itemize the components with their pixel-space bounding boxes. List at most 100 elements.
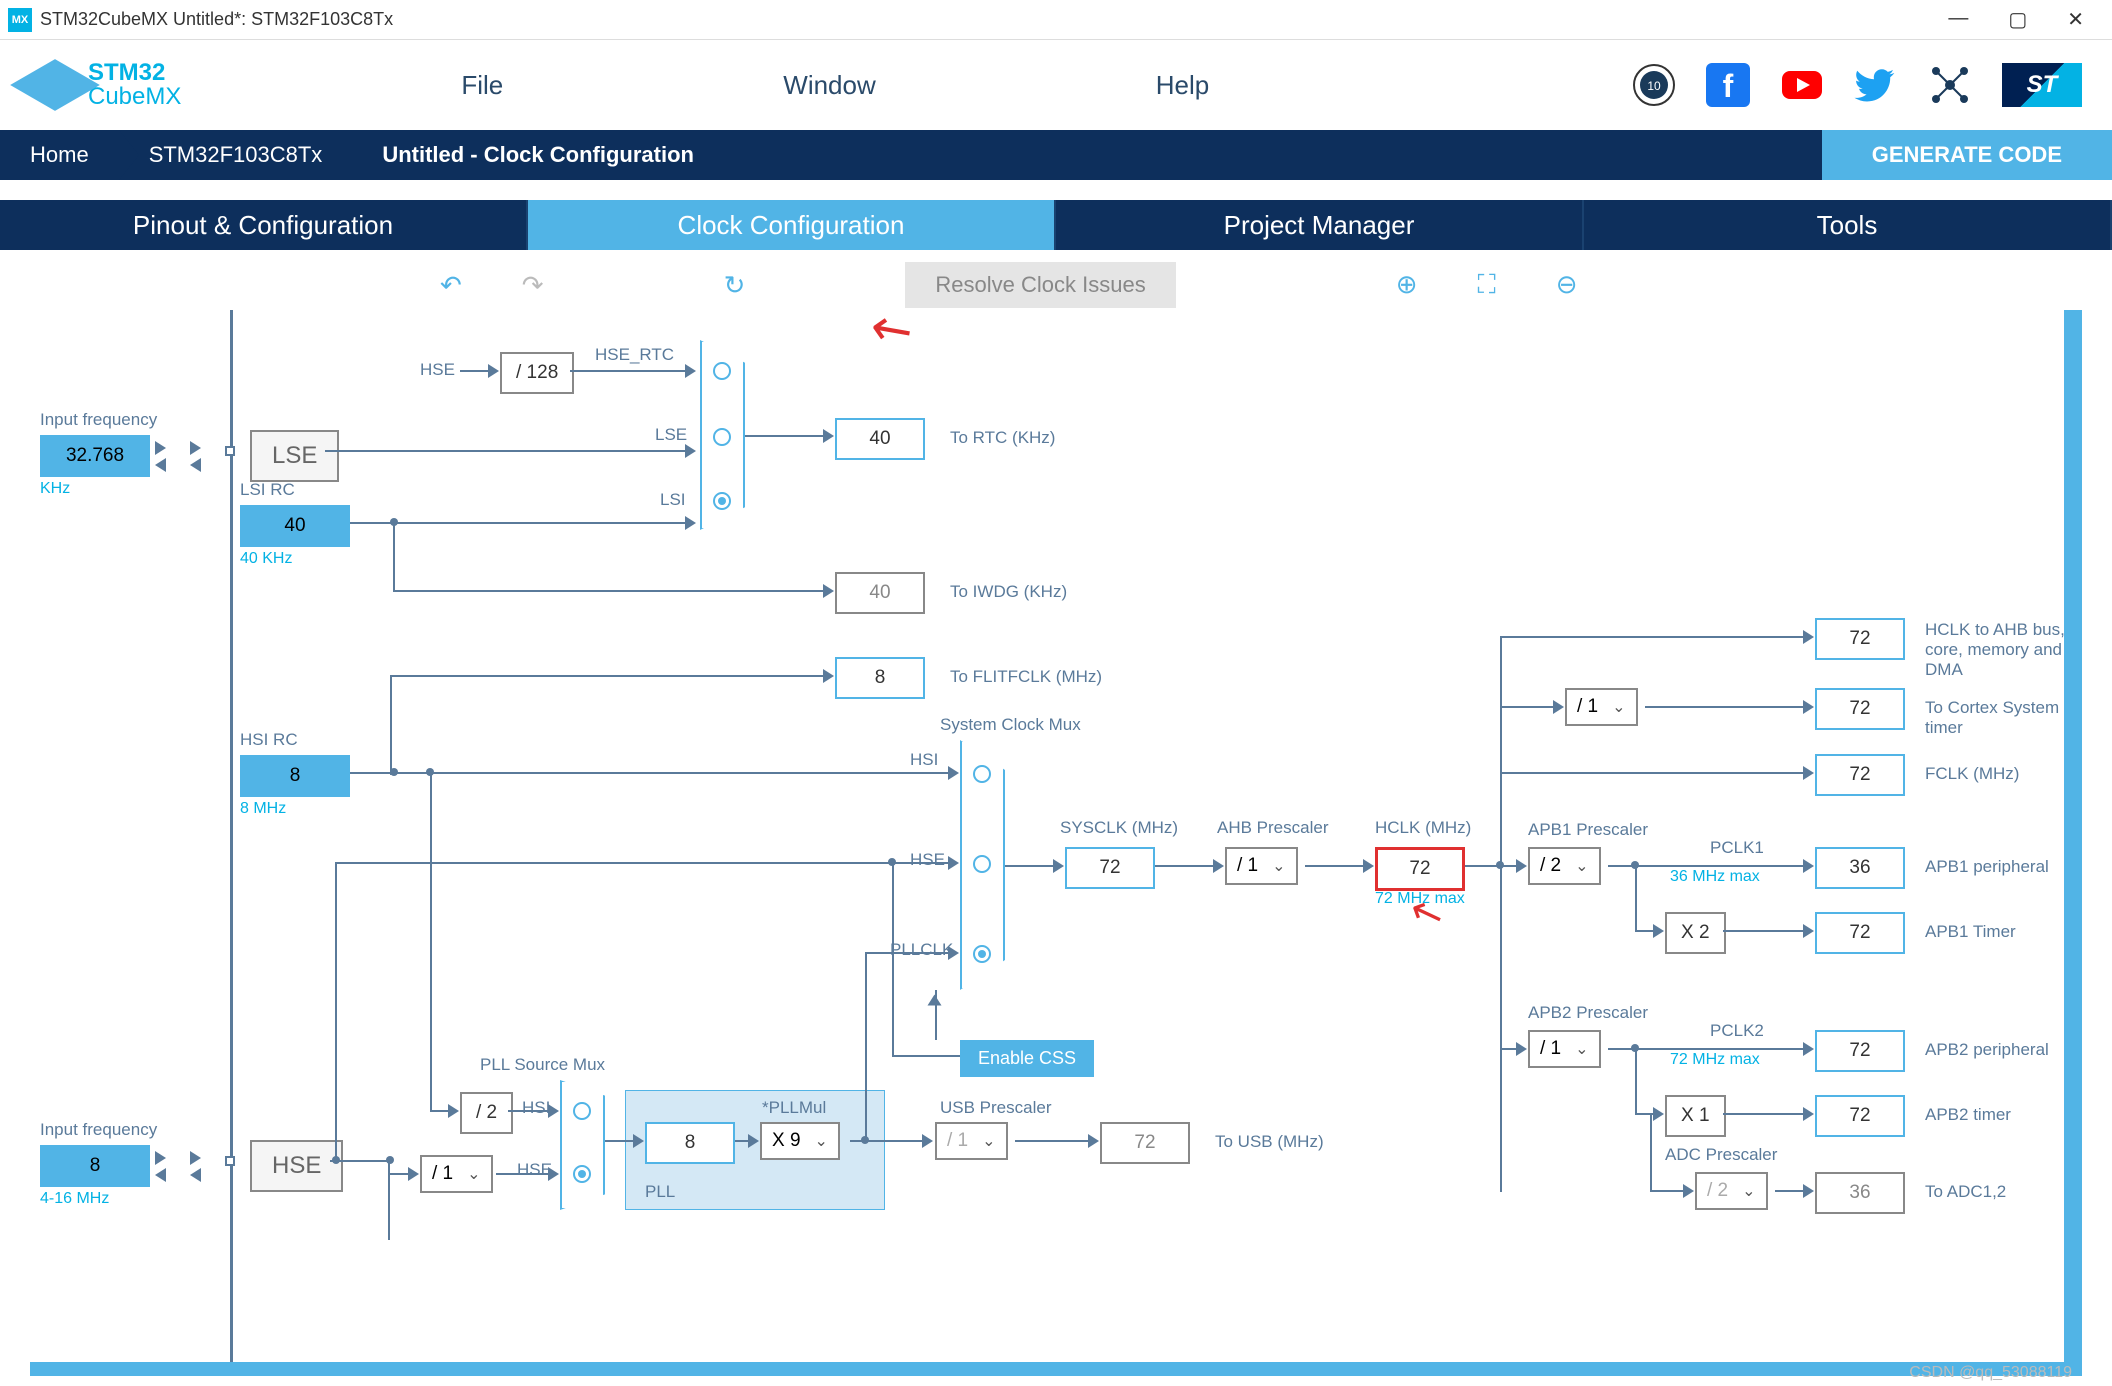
pllmul-val-box: 8 (645, 1122, 735, 1164)
arrow-icon (155, 441, 166, 455)
tab-clock[interactable]: Clock Configuration (528, 200, 1056, 250)
bc-page[interactable]: Untitled - Clock Configuration (352, 130, 724, 180)
pllmux-hsi-radio[interactable] (573, 1102, 591, 1120)
wire (865, 952, 950, 954)
arrow-icon (1803, 630, 1814, 644)
ahb-div-select[interactable]: / 1 (1225, 847, 1298, 885)
watermark: CSDN @qq_53088119 (1909, 1364, 2072, 1382)
tab-pinout[interactable]: Pinout & Configuration (0, 200, 528, 250)
bc-home[interactable]: Home (0, 130, 119, 180)
twitter-icon[interactable] (1854, 63, 1898, 107)
youtube-icon[interactable] (1780, 63, 1824, 107)
facebook-icon[interactable]: f (1706, 63, 1750, 107)
node (225, 446, 235, 456)
fullscreen-icon[interactable]: ⛶ (1478, 269, 1496, 301)
undo-icon[interactable]: ↶ (440, 270, 462, 301)
hclk-ahb-val: 72 (1815, 618, 1905, 660)
menu-file[interactable]: File (461, 70, 503, 101)
maximize-button[interactable]: ▢ (2008, 7, 2027, 32)
zoom-out-icon[interactable]: ⊖ (1556, 269, 1578, 301)
refresh-icon[interactable]: ↻ (724, 270, 746, 301)
cortex-div-select[interactable]: / 1 (1565, 688, 1638, 726)
rtc-mux-hse-radio[interactable] (713, 362, 731, 380)
menu-help[interactable]: Help (1156, 70, 1209, 101)
badge-icon[interactable]: 10 (1632, 63, 1676, 107)
arrow-icon (1803, 924, 1814, 938)
wire (1635, 1048, 1637, 1113)
bc-chip[interactable]: STM32F103C8Tx (119, 130, 353, 180)
apb2-label: APB2 Prescaler (1528, 1003, 1648, 1023)
pclk2-max: 72 MHz max (1670, 1051, 1760, 1069)
pllmux-hse-label: HSE (517, 1160, 552, 1180)
arrow-icon (448, 1104, 459, 1118)
cortex-label: To Cortex System timer (1925, 698, 2082, 738)
adc-val: 36 (1815, 1172, 1905, 1214)
logo-text2: CubeMX (88, 85, 181, 109)
rtc-mux-lse-radio[interactable] (713, 428, 731, 446)
network-icon[interactable] (1928, 63, 1972, 107)
close-button[interactable]: ✕ (2067, 7, 2084, 32)
redo-icon[interactable]: ↷ (522, 270, 544, 301)
apb1-div-select[interactable]: / 2 (1528, 847, 1601, 885)
arrow-icon (190, 1168, 201, 1182)
apb1-label: APB1 Prescaler (1528, 820, 1648, 840)
wire (1500, 772, 1805, 774)
apb2-x1-box: X 1 (1665, 1095, 1726, 1137)
apb1-tim-label: APB1 Timer (1925, 922, 2016, 942)
pllmux-hse-radio[interactable] (573, 1165, 591, 1183)
wire (1645, 706, 1805, 708)
sysclk-val-box[interactable]: 72 (1065, 847, 1155, 889)
logo: STM32 CubeMX (30, 60, 181, 110)
hse-box[interactable]: HSE (250, 1140, 343, 1192)
arrow-icon (948, 856, 959, 870)
generate-code-button[interactable]: GENERATE CODE (1822, 130, 2112, 180)
st-logo[interactable]: ST (2002, 63, 2082, 107)
wire (390, 675, 392, 775)
rtc-mux-lsi-radio[interactable] (713, 492, 731, 510)
hse-div-select[interactable]: / 1 (420, 1155, 493, 1193)
arrow-icon (748, 1134, 759, 1148)
pclk2-out-label: APB2 peripheral (1925, 1040, 2049, 1060)
arrow-icon (190, 441, 201, 455)
mux-lse-label: LSE (655, 425, 687, 445)
sysmux-hse-radio[interactable] (973, 855, 991, 873)
zoom-in-icon[interactable]: ⊕ (1396, 269, 1418, 301)
adc-div-select[interactable]: / 2 (1695, 1172, 1768, 1210)
hse-unit: 4-16 MHz (40, 1190, 109, 1208)
minimize-button[interactable]: — (1948, 7, 1968, 32)
rtc-val-box[interactable]: 40 (835, 418, 925, 460)
hsi-label: HSI RC (240, 730, 298, 750)
wire (865, 952, 867, 1142)
scrollbar[interactable] (2064, 310, 2082, 1366)
wire (1015, 1140, 1090, 1142)
flitf-val-box: 8 (835, 657, 925, 699)
pll-src-mux[interactable] (560, 1080, 605, 1210)
wire (1635, 865, 1637, 930)
enable-css-button[interactable]: Enable CSS (960, 1040, 1094, 1077)
arrow-icon (190, 458, 201, 472)
sysmux-hsi-label: HSI (910, 750, 938, 770)
usb-div-select[interactable]: / 1 (935, 1122, 1008, 1160)
sysmux-hsi-radio[interactable] (973, 765, 991, 783)
breadcrumb: Home STM32F103C8Tx Untitled - Clock Conf… (0, 130, 2112, 180)
apb2-div-select[interactable]: / 1 (1528, 1030, 1601, 1068)
arrow-icon (685, 364, 696, 378)
hsi-div2-box: / 2 (460, 1092, 513, 1134)
hclk-val-box[interactable]: 72 (1375, 847, 1465, 891)
lse-box[interactable]: LSE (250, 430, 339, 482)
tab-project[interactable]: Project Manager (1056, 200, 1584, 250)
fclk-label: FCLK (MHz) (1925, 764, 2019, 784)
lse-freq-box[interactable]: 32.768 (40, 435, 150, 477)
arrow-icon (1053, 859, 1064, 873)
wire (460, 370, 490, 372)
sysmux-pllclk-radio[interactable] (973, 945, 991, 963)
wire (1005, 865, 1055, 867)
hse-freq-box[interactable]: 8 (40, 1145, 150, 1187)
pllmul-select[interactable]: X 9 (760, 1122, 840, 1160)
node (426, 768, 434, 776)
menu-window[interactable]: Window (783, 70, 875, 101)
tab-tools[interactable]: Tools (1584, 200, 2112, 250)
arrow-icon (548, 1167, 559, 1181)
resolve-clock-button[interactable]: Resolve Clock Issues (905, 262, 1175, 308)
arrow-icon (823, 429, 834, 443)
